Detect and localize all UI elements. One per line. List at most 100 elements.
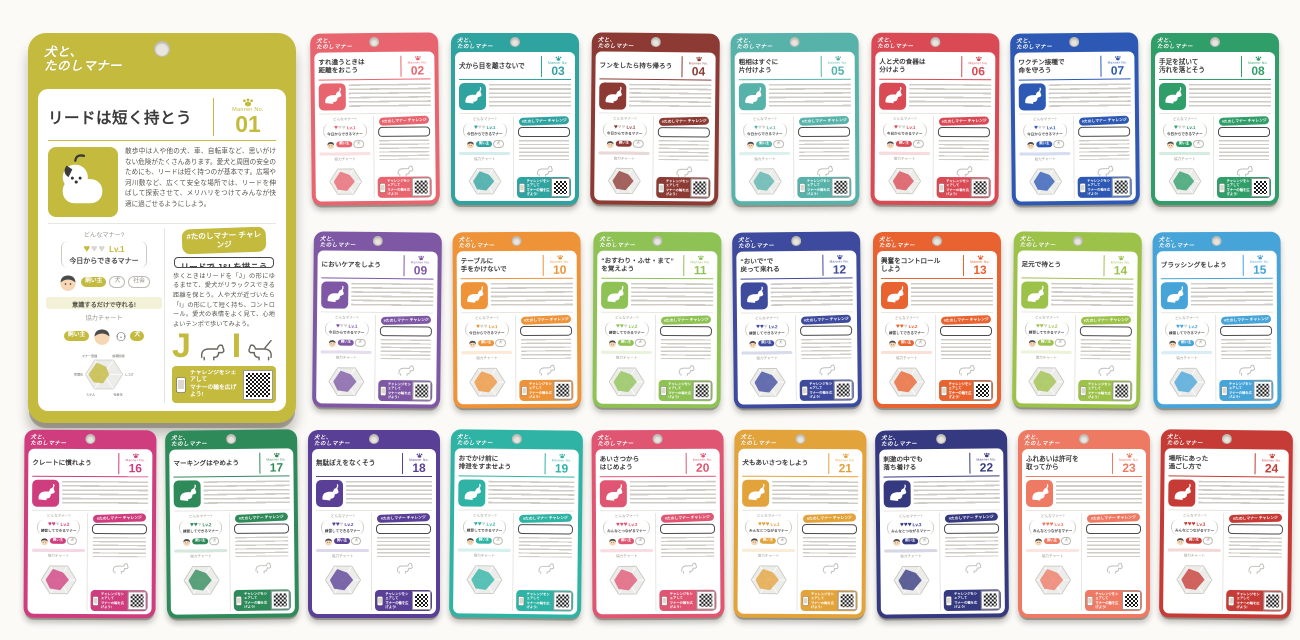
owner-face-icon [747,141,754,149]
card-title: 場所にあった 過ごし方で [1168,454,1209,471]
level-name: 練習してできるマナー [1168,330,1205,335]
level-hearts: ♥ ♥ ♥ Lv.1 [1174,124,1196,131]
paw-icon [1268,453,1275,459]
brand-logo: 犬と、 たのしマナー [1157,38,1194,51]
chart-label: 協力チャート [1035,355,1058,360]
paw-icon [983,452,990,458]
level-name: 練習してできるマナー [749,330,785,336]
challenge-text-lines [938,140,989,161]
role-dog-badge: 犬 [632,140,644,148]
challenge-text-lines [798,139,850,160]
share-text: チャレンジをシェアして マナーの輪を広げよう! [526,179,550,196]
share-bar: チャレンジをシェアして マナーの輪を広げよう! [234,589,291,611]
challenge-illustration [517,161,571,177]
phone-icon [660,385,667,396]
level-box: ♥ ♥ ♥ Lv.1 今日からできるマナー [602,122,647,138]
card-title: 興奮をコントロール しよう [881,257,941,273]
challenge-title-pill [657,127,710,138]
challenge-illustration [91,558,148,575]
manner-info-column: どんなマナー? ♥ ♥ ♥ Lv.1 今日からできるマナー 飼い主 [459,116,514,198]
dog-face-icon [116,332,126,342]
card-title: “おいで”で 戻って来れる [740,257,780,274]
manner-question-label: どんなマナー? [188,514,213,519]
manner-info-column: どんなマナー? ♥ ♥ ♥ Lv.1 今日からできるマナー 飼い主 [320,314,376,401]
manner-note-lines [600,350,653,354]
body-text-lines [768,83,851,110]
dog-icon [890,484,907,501]
title-row: おでかけ前に 排泄をすませよう Manner No. 19 [458,452,575,478]
owner-face-icon [893,538,900,546]
manner-note-lines [31,548,86,552]
challenge-column: #たのしマナー チャレンジ [233,512,291,611]
body-row [881,282,993,309]
manner-question-label: どんなマナー? [894,316,919,320]
dog-illustration [321,281,349,309]
challenge-text-lines [380,339,431,360]
title-row: すれ違うときは 距離をおこう Manner No. 02 [318,55,431,81]
challenge-title-pill [1228,524,1283,535]
role-row: 飼い主 犬 [1168,339,1206,348]
owner-face-icon [328,339,336,347]
cooperation-radar-chart: マナー意識 信頼関係 しつけ 社会化 スキル 習慣化 [74,353,134,396]
manner-question-label: どんなマナー? [472,117,497,121]
share-text: チャレンジをシェアして マナーの輪を広げよう! [190,370,237,398]
level-hearts: ♥ ♥ ♥ Lv.2 [473,520,496,528]
phone-icon [1220,385,1227,396]
card-number: 16 [128,461,143,476]
cooperation-radar-chart [1168,167,1202,194]
role-owner-badge: 飼い主 [1176,141,1192,147]
chart-label: 協力チャート [476,355,498,360]
phone-icon [520,385,527,396]
challenge-text-lines [803,537,856,558]
challenge-title-pill [802,524,857,535]
role-row: 飼い主 犬 [324,537,362,546]
qr-code [1253,380,1273,400]
share-text: チャレンジをシェアして マナーの輪を広げよう! [669,592,693,609]
chart-label: 協力チャート [900,553,922,558]
manner-question-label: どんなマナー? [1034,315,1059,320]
body-row [601,281,714,310]
manner-question-label: どんなマナー? [754,316,779,321]
manner-info-column: どんなマナー? ♥ ♥ ♥ Lv.1 今日からできるマナー 飼い主 [878,115,934,198]
role-dog-badge: 犬 [492,537,504,545]
detail-columns: どんなマナー? ♥ ♥ ♥ Lv.1 今日からできるマナー 飼い主 [460,311,574,402]
card-panel: ブラッシングをしよう Manner No. 15 [1156,250,1278,405]
card-title: 足元で待とう [1021,260,1062,269]
share-text: チャレンジをシェアして マナーの輪を広げよう! [1095,592,1119,609]
card-title: 刺激の中でも 落ち着ける [883,455,923,472]
level-name: 今日からできるマナー [1166,131,1203,136]
card-number-block: Manner No. 22 [969,452,1000,475]
role-dog-badge: 犬 [915,339,926,347]
challenge-badge: #たのしマナー チャレンジ [378,115,430,127]
dog-outline-icon [539,365,555,376]
cooperation-radar-chart [329,168,362,195]
hang-hole [930,36,941,48]
level-box: ♥ ♥ ♥ Lv.1 今日からできるマナー [464,322,509,337]
dog-outline-icon [112,563,129,575]
card-number: 13 [973,263,987,277]
chart-label: 協力チャート [757,553,780,558]
card-number: 11 [693,263,707,278]
role-owner-badge: 飼い主 [898,340,914,346]
share-text: チャレンジをシェアして マナーの輪を広げよう! [948,382,972,399]
level-hearts: ♥ ♥ ♥ Lv.3 [899,521,922,529]
phone-icon [377,595,384,606]
card-panel: リードは短く持とう Manner No. 01 [38,89,286,411]
challenge-badge: #たのしマナー チャレンジ [1078,115,1130,127]
detail-columns: どんなマナー? ♥ ♥ ♥ Lv.2 練習してできるマナー 飼い主 [457,509,575,612]
share-bar: チャレンジをシェアして マナーの輪を広げよう! [377,380,433,402]
manner-info-column: どんなマナー? ♥ ♥ ♥ Lv.1 今日からできるマナー 飼い主 [1018,116,1075,199]
detail-columns: どんなマナー? ♥ ♥ ♥ Lv.1 今日からできるマナー 飼い主 [320,311,434,402]
brand-logo: 犬と、 たのしマナー [44,45,122,73]
detail-columns: どんなマナー? ♥ ♥ ♥ Lv.2 練習してできるマナー 飼い主 [173,509,291,612]
chart-label: 協力チャート [473,156,496,161]
dog-outline-icon [956,166,973,177]
dog-illustration [32,479,60,507]
card-number-block: Manner No. 21 [828,453,859,475]
phone-icon [801,385,808,396]
challenge-column: #たのしマナー チャレンジ [376,115,432,198]
role-dog-badge: 犬 [1061,537,1072,545]
phone-icon [946,595,953,606]
role-row: 飼い主 犬 [328,338,366,347]
